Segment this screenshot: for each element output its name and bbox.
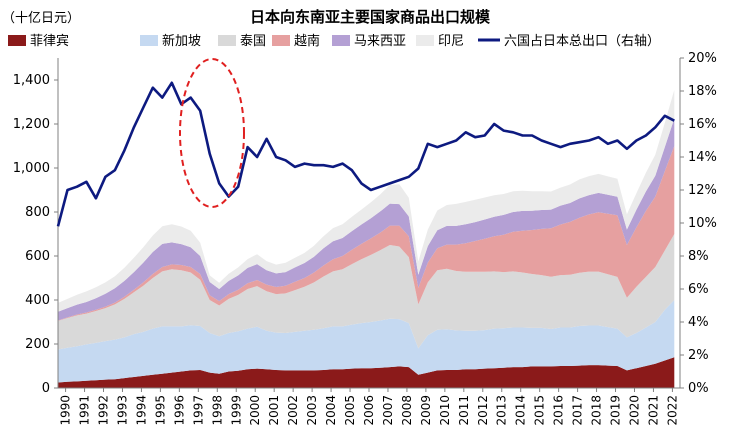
x-tick-label: 2014: [514, 395, 528, 426]
right-tick-label: 12%: [688, 183, 717, 198]
right-tick-label: 6%: [688, 282, 709, 297]
x-tick-label: 2007: [381, 395, 395, 426]
left-tick-label: 1,200: [13, 117, 50, 132]
x-tick-label: 1997: [191, 395, 205, 426]
left-tick-label: 800: [25, 205, 50, 220]
x-tick-label: 2019: [609, 395, 623, 426]
x-tick-label: 1995: [153, 395, 167, 426]
right-tick-label: 10%: [688, 216, 717, 231]
x-tick-label: 2015: [533, 395, 547, 426]
x-tick-label: 2017: [571, 395, 585, 426]
legend-swatch: [332, 35, 350, 46]
line-series-share: [56, 81, 675, 227]
x-tick-label: 2009: [419, 395, 433, 426]
x-tick-label: 2001: [267, 395, 281, 426]
legend-label: 六国占日本总出口（右轴）: [504, 34, 660, 49]
x-tick-label: 1994: [134, 395, 148, 426]
x-tick-label: 2008: [400, 395, 414, 426]
legend-swatch: [416, 35, 434, 46]
x-tick-label: 1992: [97, 395, 111, 426]
legend-label: 菲律宾: [30, 33, 69, 49]
left-tick-label: 1,000: [13, 161, 50, 176]
legend-label: 印尼: [438, 34, 464, 49]
legend-swatch: [8, 35, 26, 46]
left-tick-label: 400: [25, 293, 50, 308]
right-tick-label: 16%: [688, 117, 717, 132]
x-tick-label: 1991: [78, 395, 92, 426]
area-series-越南: [58, 146, 675, 321]
x-tick-label: 2002: [286, 395, 300, 426]
x-tick-label: 2013: [495, 395, 509, 426]
right-tick-label: 2%: [688, 348, 709, 363]
left-tick-label: 600: [25, 249, 50, 264]
right-tick-label: 20%: [688, 51, 717, 66]
left-tick-label: 200: [25, 337, 50, 352]
right-tick-label: 14%: [688, 150, 717, 165]
area-series-泰国: [58, 234, 675, 350]
x-tick-label: 2003: [305, 395, 319, 426]
legend-label: 越南: [294, 33, 320, 49]
legend-swatch: [140, 35, 158, 46]
legend-label: 新加坡: [162, 33, 201, 49]
legend-label: 马来西亚: [354, 34, 406, 49]
right-tick-label: 4%: [688, 315, 709, 330]
x-tick-label: 2000: [248, 395, 262, 426]
legend-label: 泰国: [240, 34, 266, 49]
x-tick-label: 1999: [229, 395, 243, 426]
x-tick-label: 2016: [552, 395, 566, 426]
area-series-新加坡: [58, 300, 675, 383]
area-series-印尼: [58, 89, 675, 312]
left-tick-label: 1,400: [13, 73, 50, 88]
x-tick-label: 2004: [324, 395, 338, 426]
x-tick-label: 1993: [115, 395, 129, 426]
highlight-ellipse: [179, 58, 245, 208]
x-tick-label: 2012: [476, 395, 490, 426]
x-tick-label: 2010: [438, 395, 452, 426]
x-tick-label: 1998: [210, 395, 224, 426]
left-tick-label: 0: [42, 381, 50, 396]
legend-swatch: [218, 35, 236, 46]
x-tick-label: 2006: [362, 395, 376, 426]
area-series-马来西亚: [58, 118, 675, 321]
area-series-菲律宾: [58, 357, 675, 388]
legend-swatch: [272, 35, 290, 46]
share-line-layer: [56, 81, 675, 227]
x-tick-label: 2011: [457, 395, 471, 426]
chart-title: 日本向东南亚主要国家商品出口规模: [250, 8, 491, 26]
left-axis-unit-label: （十亿日元）: [2, 11, 80, 26]
legend: 菲律宾 新加坡 泰国 越南 马来西亚 印尼 六国占日本总出口（右轴）: [8, 33, 660, 49]
x-tick-label: 1996: [172, 395, 186, 426]
x-tick-label: 2018: [590, 395, 604, 426]
x-tick-label: 2020: [627, 395, 641, 426]
axes-layer: 0 200 400 600 800 1,000 1,200 1,400 0% 2% 4% 6% 8% 10…: [13, 51, 717, 426]
x-tick-label: 1990: [59, 395, 73, 426]
x-tick-label: 2021: [646, 395, 660, 426]
right-tick-label: 8%: [688, 249, 709, 264]
right-tick-label: 18%: [688, 84, 717, 99]
x-tick-label: 2022: [665, 395, 679, 426]
right-tick-label: 0%: [688, 381, 709, 396]
x-tick-label: 2005: [343, 395, 357, 426]
stacked-area-layer: [58, 89, 675, 388]
